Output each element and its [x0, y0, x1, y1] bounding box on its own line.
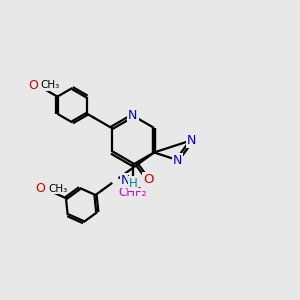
Text: H: H	[128, 177, 137, 190]
Text: N: N	[187, 134, 196, 147]
Text: O: O	[36, 182, 46, 195]
Text: CH₃: CH₃	[48, 184, 67, 194]
Text: CHF₂: CHF₂	[118, 186, 147, 199]
Text: N: N	[173, 154, 182, 166]
Text: N: N	[121, 174, 130, 187]
Text: CH₃: CH₃	[40, 80, 60, 91]
Text: O: O	[28, 79, 38, 92]
Text: N: N	[128, 109, 137, 122]
Text: O: O	[143, 173, 153, 186]
